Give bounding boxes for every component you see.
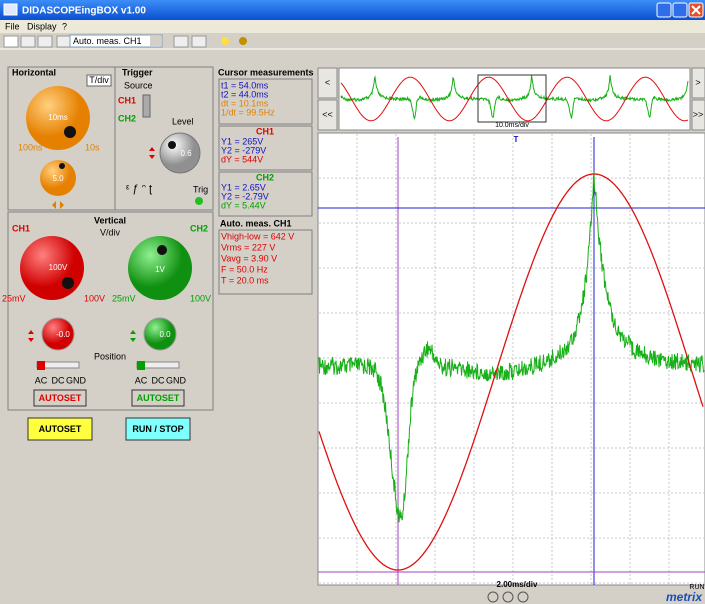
knob-marker	[64, 126, 76, 138]
source-switch[interactable]	[143, 95, 150, 117]
menu-bar	[0, 20, 705, 33]
measure: 1/dt = 99.5Hz	[221, 107, 275, 117]
tool-button[interactable]	[57, 36, 71, 47]
panel-title: Trigger	[122, 67, 153, 77]
coupling-label: AC	[135, 375, 148, 385]
maximize-button[interactable]	[673, 3, 687, 17]
panel-title: Horizontal	[12, 67, 56, 77]
measure: Vrms = 227 V	[221, 242, 275, 252]
label: Level	[172, 116, 194, 126]
app-window: DIDASCOPEingBOX v1.00 File Display ? Aut…	[0, 0, 705, 604]
knob-value: -0.0	[56, 330, 70, 339]
button-label: AUTOSET	[137, 393, 180, 403]
button-label: AUTOSET	[39, 393, 82, 403]
dropdown-arrow	[150, 36, 161, 46]
coupling-label: GND	[166, 375, 187, 385]
knob-value: 1V	[155, 265, 165, 274]
measure: Vavg = 3.90 V	[221, 253, 277, 263]
range-min: 100ns	[18, 142, 43, 152]
measure: dY = 544V	[221, 154, 263, 164]
ch1-label: CH1	[12, 223, 30, 233]
app-icon	[4, 4, 17, 15]
window-title: DIDASCOPEingBOX v1.00	[22, 6, 146, 17]
panel-title: Cursor measurements	[218, 67, 314, 77]
range-min: 25mV	[2, 293, 26, 303]
measure: Vhigh-low = 642 V	[221, 231, 294, 241]
label: V/div	[100, 227, 121, 237]
measure-select-label: Auto. meas. CH1	[73, 36, 142, 46]
measure: F = 50.0 Hz	[221, 264, 268, 274]
nav-icon: >>	[693, 109, 704, 119]
coupling-label: DC	[52, 375, 65, 385]
time-scale: 2.00ms/div	[497, 580, 538, 589]
tool-button[interactable]	[38, 36, 52, 47]
tool-button[interactable]	[4, 36, 18, 47]
range-max: 100V	[84, 293, 105, 303]
trig-led	[195, 197, 203, 205]
label: Trig	[193, 184, 208, 194]
label: Source	[124, 80, 153, 90]
tool-button[interactable]	[192, 36, 206, 47]
tool-button[interactable]	[21, 36, 35, 47]
tool-icon[interactable]	[239, 37, 247, 45]
tdiv-label: T/div	[89, 75, 109, 85]
measure: dY = 5.44V	[221, 200, 266, 210]
range-min: 25mV	[112, 293, 136, 303]
range-max: 100V	[190, 293, 211, 303]
knob-marker	[62, 277, 74, 289]
button-label: AUTOSET	[39, 424, 82, 434]
nav-icon: >	[695, 77, 700, 87]
slider-thumb[interactable]	[37, 361, 45, 370]
nav-icon: <	[325, 77, 330, 87]
knob-value: 0.6	[180, 149, 192, 158]
coupling-label: DC	[152, 375, 165, 385]
menu-item[interactable]: File	[5, 21, 20, 31]
panel-title: Vertical	[94, 215, 126, 225]
ch2-label: CH2	[190, 223, 208, 233]
coupling-label: GND	[66, 375, 87, 385]
brand: metrix	[666, 590, 703, 604]
box-title: CH1	[256, 126, 274, 136]
menu-item[interactable]: Display	[27, 21, 57, 31]
range-max: 10s	[85, 142, 100, 152]
knob-marker	[168, 141, 176, 149]
tool-icon[interactable]	[221, 37, 229, 45]
knob-marker	[157, 245, 167, 255]
tool-button[interactable]	[174, 36, 188, 47]
knob-value: 10ms	[48, 113, 68, 122]
menu-item[interactable]: ?	[62, 21, 67, 31]
coupling-label: AC	[35, 375, 48, 385]
slider-thumb[interactable]	[137, 361, 145, 370]
knob-value: 0.0	[159, 330, 171, 339]
button-label: RUN / STOP	[132, 424, 183, 434]
minimize-button[interactable]	[657, 3, 671, 17]
slope-icons[interactable]: ᵋ ƒ ᵔ ʈ	[126, 183, 152, 195]
label: Position	[94, 351, 126, 361]
knob-value: 5.0	[52, 174, 64, 183]
knob-marker	[59, 163, 65, 169]
overview-scale: 10.0ms/div	[495, 122, 529, 129]
source-ch1[interactable]: CH1	[118, 95, 136, 105]
source-ch2[interactable]: CH2	[118, 113, 136, 123]
nav-icon: <<	[322, 109, 333, 119]
trigger-marker: T	[514, 135, 519, 144]
knob-value: 100V	[49, 263, 68, 272]
measure: T = 20.0 ms	[221, 275, 269, 285]
panel-title: Auto. meas. CH1	[220, 218, 292, 228]
box-title: CH2	[256, 172, 274, 182]
